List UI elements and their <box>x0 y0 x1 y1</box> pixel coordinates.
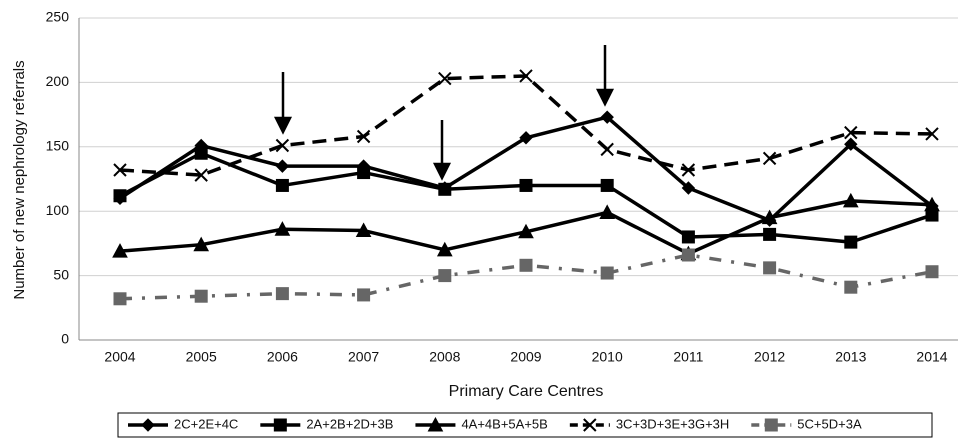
x-tick-label: 2005 <box>186 349 217 365</box>
data-point <box>518 223 534 239</box>
data-point <box>357 166 371 180</box>
data-point <box>763 227 777 241</box>
x-tick-label: 2012 <box>754 349 785 365</box>
annotation-arrows <box>273 45 615 181</box>
legend-label: 2C+2E+4C <box>174 416 238 431</box>
data-point <box>438 269 452 283</box>
data-point <box>519 69 533 83</box>
data-point <box>762 151 777 166</box>
data-point <box>681 181 696 195</box>
x-tick-label: 2006 <box>267 349 298 365</box>
x-tick-label: 2011 <box>673 349 703 365</box>
x-tick-label: 2009 <box>510 349 541 365</box>
data-point <box>844 137 858 151</box>
data-point <box>681 248 695 262</box>
legend-label: 5C+5D+3A <box>797 416 862 431</box>
legend-marker <box>427 416 444 432</box>
data-point <box>844 125 858 140</box>
arrow-head <box>595 88 615 107</box>
legend-marker <box>141 418 155 432</box>
legend-label: 3C+3D+3E+3G+3H <box>616 416 729 431</box>
data-point <box>519 178 533 192</box>
legend-label: 2A+2B+2D+3B <box>306 416 393 431</box>
data-point <box>194 146 208 160</box>
data-point <box>681 230 695 244</box>
y-tick-label: 200 <box>46 73 70 89</box>
data-point <box>113 292 127 306</box>
data-point <box>113 163 127 177</box>
x-tick-label: 2004 <box>104 349 135 365</box>
data-point <box>356 129 371 144</box>
data-point <box>357 288 371 302</box>
data-point <box>842 192 859 208</box>
x-axis-title: Primary Care Centres <box>449 383 604 400</box>
data-point <box>924 196 940 212</box>
x-tick-label: 2008 <box>429 349 460 365</box>
data-point <box>275 287 289 301</box>
data-point <box>600 266 614 280</box>
x-tick-label: 2013 <box>835 349 866 365</box>
y-tick-label: 250 <box>46 9 70 25</box>
data-point <box>275 138 290 153</box>
data-point <box>275 159 290 173</box>
data-point <box>438 71 452 86</box>
arrow-head <box>273 116 293 135</box>
data-point <box>193 236 210 252</box>
data-point <box>275 178 289 192</box>
data-point <box>519 131 533 145</box>
data-point <box>925 127 939 141</box>
data-point <box>113 189 127 203</box>
legend-marker <box>273 418 287 432</box>
data-point <box>112 243 128 258</box>
legend-marker <box>583 418 597 432</box>
data-point <box>844 235 858 249</box>
y-tick-label: 100 <box>46 202 70 218</box>
series-line <box>119 74 933 177</box>
data-point <box>681 163 696 177</box>
data-point <box>438 182 452 196</box>
data-point <box>274 221 291 236</box>
y-tick-label: 50 <box>53 266 69 282</box>
data-point <box>355 222 372 238</box>
legend-label: 4A+4B+5A+5B <box>461 416 547 431</box>
x-tick-label: 2014 <box>916 349 947 365</box>
data-point <box>763 261 777 275</box>
data-point <box>519 258 533 272</box>
data-point <box>761 209 778 225</box>
data-point <box>600 110 614 124</box>
legend: 2C+2E+4C 2A+2B+2D+3B 4A+4B+5A+5B 3C+3D+3E+3… <box>117 412 933 438</box>
data-point <box>436 241 453 257</box>
y-tick-label: 0 <box>61 331 69 347</box>
data-point <box>600 142 614 157</box>
data-point <box>194 168 208 182</box>
data-point <box>600 178 614 192</box>
x-tick-label: 2007 <box>348 349 379 365</box>
x-tick-label: 2010 <box>592 349 623 365</box>
data-point <box>599 204 616 219</box>
y-axis-title: Number of new nephrology referrals <box>11 60 28 299</box>
y-tick-label: 150 <box>46 138 70 154</box>
data-point <box>194 289 208 303</box>
arrow-head <box>432 162 452 181</box>
legend-marker <box>764 418 778 432</box>
data-point <box>925 265 939 279</box>
legend-box <box>117 412 933 438</box>
data-point <box>844 280 858 294</box>
